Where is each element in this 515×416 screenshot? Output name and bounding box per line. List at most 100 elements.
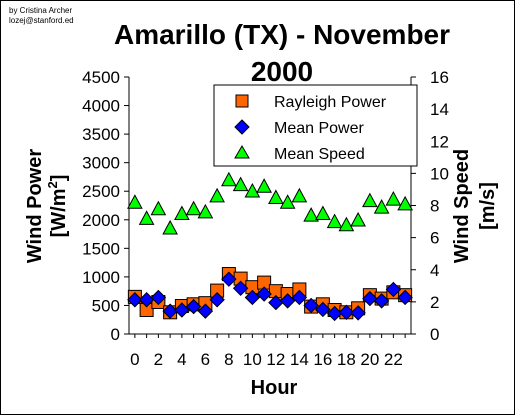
left-y-tick-label: 4500 bbox=[82, 68, 120, 87]
legend-rayleigh-power: Rayleigh Power bbox=[274, 94, 387, 111]
right-y-axis-label: Wind Speed [m/s] bbox=[451, 149, 499, 263]
mean-power-point bbox=[385, 281, 402, 298]
x-tick-label: 6 bbox=[201, 350, 210, 369]
right-y-tick-label: 10 bbox=[430, 164, 449, 183]
mean-speed-point bbox=[150, 200, 167, 216]
chart-title-line-1: Amarillo (TX) - November bbox=[114, 19, 450, 50]
mean-power-point bbox=[232, 280, 249, 297]
mean-speed-point bbox=[326, 213, 343, 229]
legend-diamond-icon bbox=[234, 119, 250, 135]
chart-title-line-2: 2000 bbox=[251, 56, 313, 87]
x-tick-label: 10 bbox=[243, 350, 262, 369]
legend: Rayleigh Power Mean Power Mean Speed bbox=[213, 84, 418, 167]
mean-speed-point bbox=[303, 207, 319, 222]
left-y-tick-label: 0 bbox=[111, 325, 120, 344]
right-y-axis-label-line-2: [m/s] bbox=[477, 182, 499, 230]
left-y-axis-label: Wind Power [W/m2] bbox=[24, 149, 70, 263]
mean-power-point bbox=[174, 302, 190, 318]
right-y-tick-label: 12 bbox=[430, 132, 449, 151]
mean-speed-point bbox=[138, 210, 155, 225]
left-y-unit-superscript: 2 bbox=[45, 181, 60, 188]
mean-power-point bbox=[162, 303, 178, 319]
left-y-axis-label-line-1: Wind Power bbox=[24, 149, 46, 263]
data-marks bbox=[127, 171, 413, 322]
x-tick-label: 0 bbox=[130, 350, 139, 369]
mean-speed-point bbox=[221, 171, 237, 187]
mean-power-point bbox=[397, 289, 413, 306]
right-y-tick-label: 2 bbox=[430, 293, 439, 312]
mean-speed-point bbox=[268, 189, 284, 204]
mean-speed-point bbox=[244, 182, 261, 198]
left-y-tick-label: 500 bbox=[92, 296, 120, 315]
right-y-tick-label: 14 bbox=[430, 100, 449, 119]
mean-speed-point bbox=[350, 211, 366, 227]
left-y-tick-label: 2500 bbox=[82, 182, 120, 201]
left-y-tick-label: 2000 bbox=[82, 211, 120, 230]
mean-speed-point bbox=[315, 205, 331, 221]
mean-speed-point bbox=[397, 195, 413, 211]
left-y-tick-label: 3000 bbox=[82, 154, 120, 173]
mean-speed-point bbox=[127, 194, 143, 209]
x-tick-label: 2 bbox=[154, 350, 163, 369]
mean-power-point bbox=[150, 289, 167, 306]
mean-power-point bbox=[221, 271, 237, 287]
mean-power-point bbox=[315, 301, 331, 318]
x-tick-label: 14 bbox=[290, 350, 309, 369]
mean-speed-point bbox=[373, 199, 390, 214]
right-y-tick-label: 0 bbox=[430, 325, 439, 344]
mean-speed-point bbox=[256, 178, 272, 193]
mean-power-point bbox=[244, 289, 261, 306]
tick-group: 0500100015002000250030003500400045000246… bbox=[82, 68, 449, 369]
mean-speed-point bbox=[185, 200, 202, 216]
mean-power-point bbox=[209, 292, 225, 308]
mean-speed-point bbox=[232, 176, 249, 192]
mean-power-point bbox=[185, 298, 202, 315]
x-axis-label: Hour bbox=[251, 377, 298, 399]
mean-power-point bbox=[256, 286, 272, 302]
right-y-tick-label: 8 bbox=[430, 197, 439, 216]
x-tick-label: 18 bbox=[337, 350, 356, 369]
mean-speed-point bbox=[291, 187, 308, 203]
left-y-tick-label: 1500 bbox=[82, 239, 120, 258]
right-y-tick-label: 6 bbox=[430, 229, 439, 248]
legend-triangle-icon bbox=[234, 145, 250, 159]
mean-speed-point bbox=[279, 194, 296, 209]
mean-power-point bbox=[303, 297, 319, 314]
credit-line-2: lozej@stanford.ed bbox=[9, 16, 74, 25]
right-y-axis-label-line-1: Wind Speed bbox=[451, 149, 473, 263]
mean-speed-point bbox=[385, 191, 402, 206]
x-tick-label: 4 bbox=[177, 350, 186, 369]
mean-speed-point bbox=[197, 203, 214, 219]
mean-power-point bbox=[373, 293, 390, 309]
mean-power-point bbox=[338, 304, 355, 321]
x-tick-label: 8 bbox=[224, 350, 233, 369]
x-tick-label: 16 bbox=[313, 350, 332, 369]
x-tick-label: 20 bbox=[360, 350, 379, 369]
legend-square-icon bbox=[235, 94, 249, 108]
left-y-tick-label: 4000 bbox=[82, 97, 120, 116]
mean-power-point bbox=[197, 303, 214, 319]
mean-power-point bbox=[362, 290, 378, 307]
right-y-tick-label: 16 bbox=[430, 68, 449, 87]
credit-line-1: by Cristina Archer bbox=[9, 6, 72, 15]
legend-mean-speed: Mean Speed bbox=[274, 146, 365, 163]
left-y-tick-label: 3500 bbox=[82, 125, 120, 144]
x-tick-label: 12 bbox=[266, 350, 285, 369]
right-y-tick-label: 4 bbox=[430, 261, 439, 280]
mean-speed-point bbox=[209, 187, 225, 203]
left-y-unit-end: ] bbox=[48, 175, 70, 182]
left-y-tick-label: 1000 bbox=[82, 268, 120, 287]
x-tick-label: 22 bbox=[384, 350, 403, 369]
mean-speed-point bbox=[338, 216, 355, 232]
mean-power-point bbox=[326, 305, 343, 322]
left-y-axis-label-line-2: [W/m2] bbox=[45, 175, 70, 238]
legend-mean-power: Mean Power bbox=[274, 120, 364, 137]
mean-power-point bbox=[291, 289, 308, 306]
left-y-unit-base: [W/m bbox=[48, 189, 70, 238]
mean-speed-point bbox=[162, 219, 178, 235]
mean-power-point bbox=[127, 292, 143, 308]
mean-speed-point bbox=[174, 205, 190, 221]
mean-speed-point bbox=[362, 192, 378, 208]
